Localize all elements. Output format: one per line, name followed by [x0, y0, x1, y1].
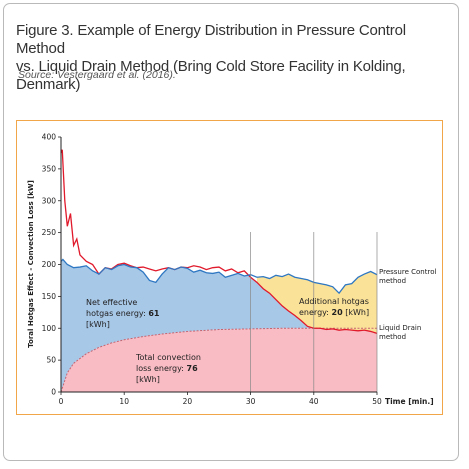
y-tick-label-400: 400	[42, 133, 57, 142]
pressure-control-line	[60, 258, 378, 295]
y-tick-label-0: 0	[51, 388, 56, 397]
legend-pressure-control-line-1: Pressure Control	[379, 268, 436, 276]
y-tick-label-100: 100	[42, 324, 57, 333]
y-tick-label-300: 300	[42, 196, 57, 205]
additional-hotgas-label-line-2: energy: 20 [kWh]	[299, 308, 369, 317]
chart-ticks: 0 50 100 150 200 250 300 350 400 0 10 20 30 40 50	[42, 133, 382, 407]
additional-hotgas-label-line-1: Additional hotgas	[299, 297, 369, 306]
figure-title-line-1: Figure 3. Example of Energy Distribution…	[16, 22, 406, 57]
x-tick-label-0: 0	[59, 397, 64, 406]
figure-source: Source: Vestergaard et al. (2016).	[18, 69, 176, 81]
x-axis-label: Time [min.]	[385, 397, 434, 406]
net-effective-area	[61, 259, 377, 392]
chart-areas	[61, 259, 377, 392]
legend-liquid-drain-line-1: Liquid Drain	[379, 324, 421, 332]
convection-label-line-3: [kWh]	[136, 375, 160, 384]
net-effective-label-line-3: [kWh]	[86, 320, 110, 329]
figure-title-line-2: vs. Liquid Drain Method (Bring Cold Stor…	[16, 58, 406, 93]
y-tick-label-200: 200	[42, 260, 57, 269]
y-tick-label-350: 350	[42, 164, 57, 173]
legend-liquid-drain-line-2: method	[379, 333, 406, 341]
legend-pressure-control-line-2: method	[379, 277, 406, 285]
convection-loss-area	[61, 328, 377, 392]
net-effective-label-line-2: hotgas energy: 61	[86, 309, 160, 318]
additional-hotgas-area	[256, 271, 377, 334]
liquid-drain-line	[60, 149, 378, 334]
x-tick-label-40: 40	[309, 397, 319, 406]
y-axis-label: Toral Hotgas Effect - Convection Loss [k…	[27, 180, 35, 348]
convection-label-line-2: loss energy: 76	[136, 364, 198, 373]
x-tick-label-50: 50	[372, 397, 382, 406]
net-effective-value: 61	[148, 309, 160, 318]
convection-loss-line	[60, 327, 377, 393]
x-tick-label-20: 20	[183, 397, 193, 406]
y-tick-label-50: 50	[46, 356, 56, 365]
additional-hotgas-value: 20	[332, 308, 344, 317]
net-effective-label-line-1: Net effective	[86, 298, 137, 307]
y-tick-label-250: 250	[42, 228, 57, 237]
chart-lines	[60, 149, 378, 393]
x-tick-label-30: 30	[246, 397, 256, 406]
y-tick-label-150: 150	[42, 292, 57, 301]
x-tick-label-10: 10	[119, 397, 129, 406]
figure-title: Figure 3. Example of Energy Distribution…	[16, 22, 456, 94]
convection-value: 76	[187, 364, 199, 373]
chart-labels: Time [min.] Toral Hotgas Effect - Convec…	[27, 180, 436, 406]
convection-label-line-1: Total convection	[135, 353, 201, 362]
